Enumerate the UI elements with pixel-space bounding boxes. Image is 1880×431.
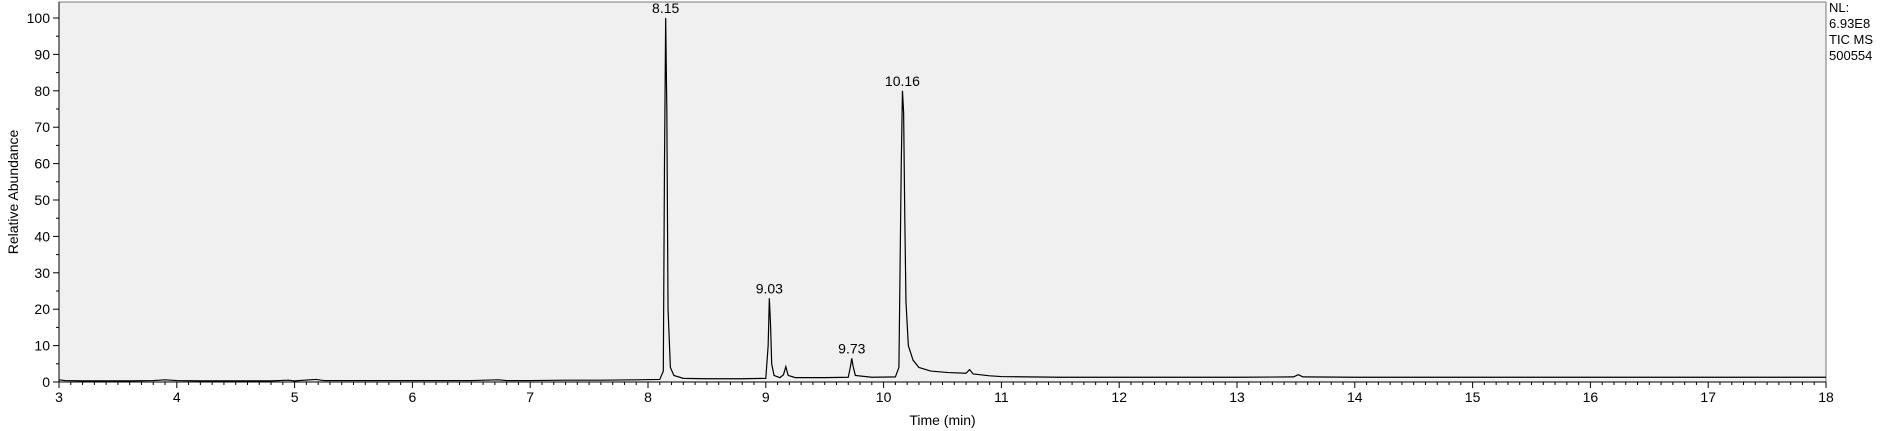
x-tick-label: 4 [173, 389, 181, 405]
x-tick-label: 12 [1111, 389, 1127, 405]
info-block: NL: 6.93E8 TIC MS 500554 [1829, 0, 1873, 63]
y-tick-label: 0 [42, 374, 50, 390]
x-axis: 3 4 5 6 7 8 9 10 11 12 13 14 15 16 17 18 [55, 381, 1834, 405]
plot-area [58, 1, 1827, 383]
y-tick-label: 40 [34, 228, 50, 244]
x-tick-label: 11 [994, 389, 1009, 405]
x-tick-label: 8 [644, 389, 652, 405]
y-tick-label: 30 [34, 265, 50, 281]
x-tick-label: 18 [1818, 389, 1834, 405]
x-tick-label: 15 [1465, 389, 1481, 405]
x-tick-label: 17 [1700, 389, 1716, 405]
x-tick-label: 7 [526, 389, 534, 405]
peak-label: 8.15 [652, 0, 679, 16]
x-tick-label: 5 [291, 389, 299, 405]
tic-trace-line [58, 17, 1826, 382]
y-tick-label: 100 [27, 10, 51, 26]
y-tick-label: 90 [34, 46, 50, 62]
y-axis: 0 10 20 30 40 50 60 70 80 90 100 [27, 2, 60, 390]
y-tick-label: 60 [34, 156, 50, 172]
y-tick-label: 80 [34, 83, 50, 99]
peak-labels: 8.15 9.03 9.73 10.16 [652, 0, 920, 356]
x-axis-label: Time (min) [909, 412, 975, 428]
peak-label: 9.03 [756, 280, 783, 296]
y-tick-label: 50 [34, 192, 50, 208]
peak-label: 10.16 [885, 73, 920, 89]
peak-label: 9.73 [838, 340, 865, 356]
y-axis-label: Relative Abundance [5, 130, 21, 255]
info-line: TIC MS [1829, 32, 1873, 47]
info-line: 500554 [1829, 48, 1872, 63]
x-tick-label: 9 [762, 389, 770, 405]
x-tick-label: 16 [1583, 389, 1599, 405]
y-tick-label: 10 [34, 338, 50, 354]
x-tick-label: 10 [876, 389, 892, 405]
info-line: NL: [1829, 0, 1849, 15]
y-tick-label: 70 [34, 119, 50, 135]
x-tick-label: 13 [1229, 389, 1245, 405]
y-tick-label: 20 [34, 301, 50, 317]
x-tick-label: 3 [55, 389, 63, 405]
info-line: 6.93E8 [1829, 16, 1870, 31]
x-tick-label: 14 [1347, 389, 1363, 405]
x-tick-label: 6 [409, 389, 417, 405]
